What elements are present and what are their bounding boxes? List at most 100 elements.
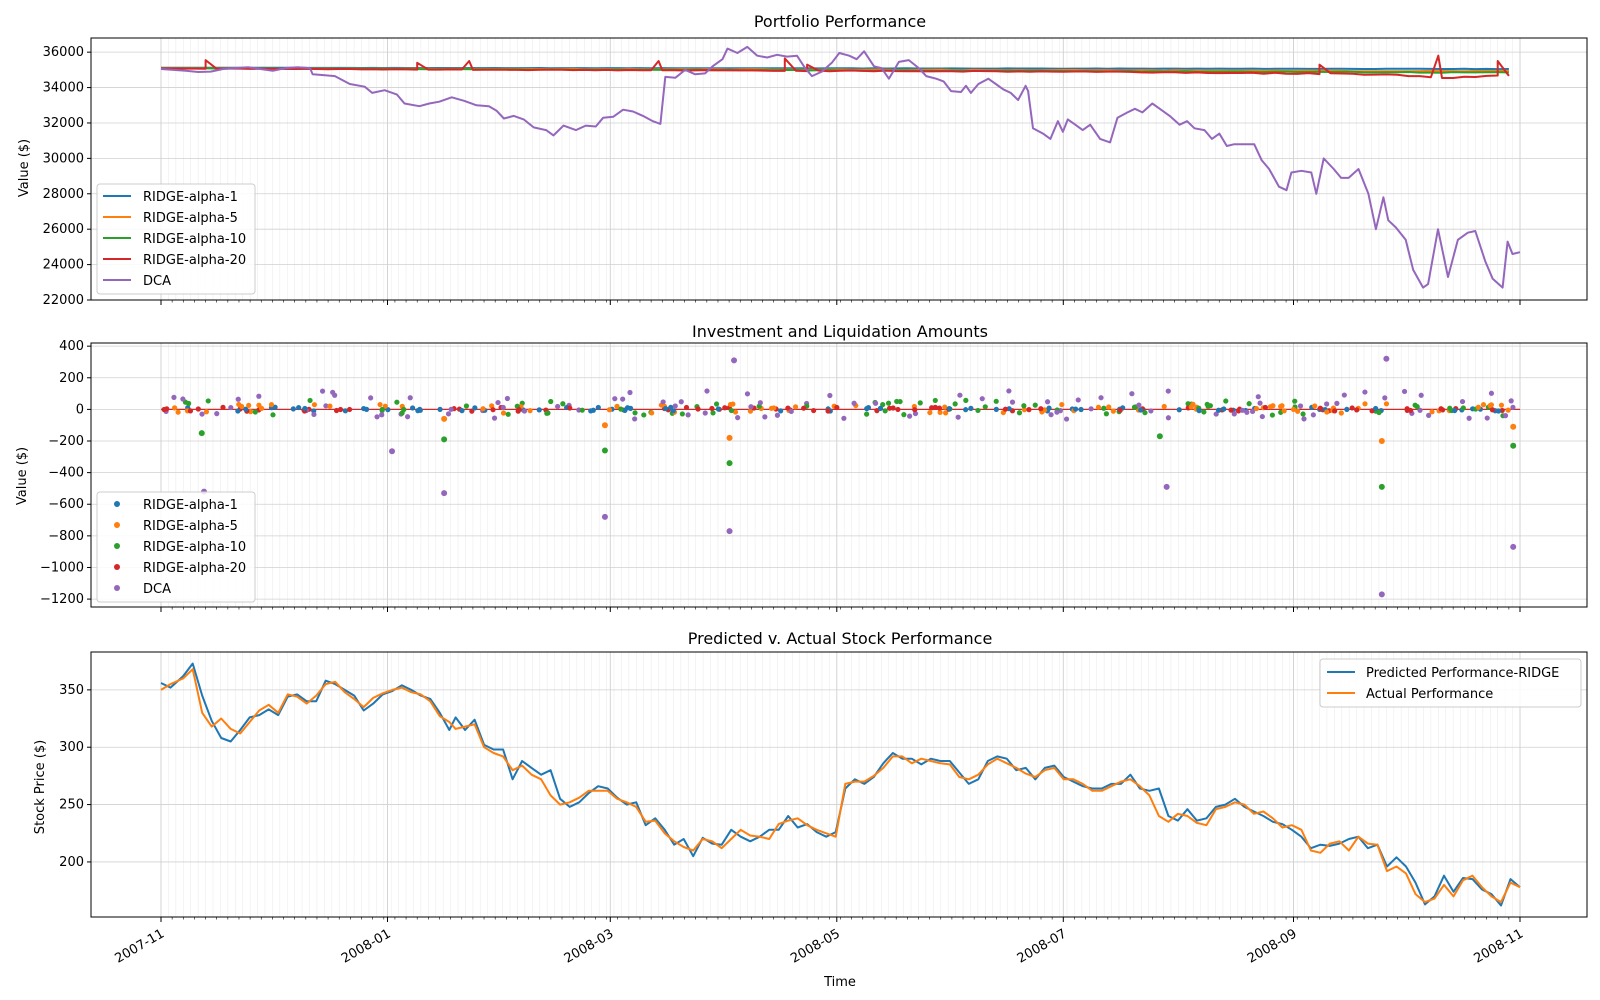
legend-label: DCA	[143, 582, 171, 597]
scatter-point	[1459, 398, 1466, 405]
y-tick-label: 30000	[43, 151, 84, 166]
scatter-point	[912, 410, 919, 417]
x-tick-label: 2008-07	[1015, 926, 1070, 966]
scatter-point	[235, 408, 241, 414]
scatter-point	[1378, 483, 1385, 490]
scatter-point	[394, 399, 400, 405]
chart-title: Investment and Liquidation Amounts	[692, 322, 988, 341]
scatter-point	[1332, 408, 1338, 414]
scatter-point	[1002, 406, 1009, 412]
scatter-point	[728, 407, 735, 414]
scatter-point	[811, 407, 817, 414]
x-tick-label: 2008-05	[788, 926, 843, 966]
scatter-point	[726, 434, 733, 441]
scatter-point	[437, 406, 443, 412]
scatter-point	[323, 403, 329, 409]
y-tick-label: 36000	[43, 45, 84, 60]
scatter-point	[1249, 408, 1256, 415]
scatter-point	[560, 401, 566, 407]
scatter-point	[1246, 401, 1252, 407]
x-tick-label: 2007-11	[112, 926, 167, 966]
scatter-point	[171, 394, 177, 400]
scatter-point	[912, 407, 918, 413]
scatter-point	[778, 408, 784, 414]
scatter-point	[1021, 403, 1027, 409]
scatter-point	[243, 406, 249, 412]
scatter-point	[389, 448, 396, 455]
scatter-point	[441, 415, 448, 422]
scatter-point	[1414, 404, 1420, 410]
scatter-point	[410, 405, 416, 411]
scatter-point	[588, 408, 594, 414]
scatter-point	[1279, 403, 1285, 409]
series-line-predicted	[160, 662, 1521, 907]
legend-label: RIDGE-alpha-1	[143, 190, 238, 205]
y-tick-label: −600	[48, 497, 84, 512]
scatter-point	[1021, 407, 1027, 413]
scatter-point	[272, 404, 278, 410]
scatter-point	[726, 528, 733, 535]
scatter-point	[1502, 413, 1509, 419]
scatter-point	[1063, 416, 1070, 422]
scatter-point	[256, 402, 262, 408]
scatter-point	[851, 400, 857, 406]
scatter-point	[660, 399, 666, 405]
scatter-point	[943, 410, 949, 416]
y-tick-label: 22000	[43, 293, 84, 308]
y-tick-label: 400	[59, 339, 84, 354]
scatter-point	[662, 405, 669, 412]
scatter-point	[975, 407, 981, 414]
scatter-point	[1383, 401, 1390, 407]
scatter-point	[567, 405, 573, 411]
scatter-point	[1295, 408, 1301, 414]
scatter-point	[1382, 395, 1388, 401]
scatter-point	[1488, 390, 1495, 396]
scatter-point	[735, 415, 741, 421]
scatter-point	[239, 403, 245, 410]
scatter-point	[505, 411, 511, 417]
scatter-point	[946, 406, 952, 412]
scatter-point	[957, 392, 963, 398]
scatter-point	[757, 400, 763, 406]
legend-label: Predicted Performance-RIDGE	[1366, 666, 1559, 681]
scatter-point	[161, 406, 167, 413]
scatter-point	[1510, 543, 1517, 550]
scatter-point	[1281, 408, 1287, 414]
y-tick-label: −200	[48, 434, 84, 449]
legend: RIDGE-alpha-1 RIDGE-alpha-5 RIDGE-alpha-10…	[96, 491, 256, 603]
y-tick-label: −1200	[40, 592, 84, 607]
scatter-point	[620, 396, 626, 402]
scatter-point	[1165, 415, 1172, 421]
scatter-point	[1495, 408, 1502, 414]
legend-swatch	[114, 585, 120, 591]
scatter-point	[668, 404, 674, 410]
scatter-point	[187, 408, 194, 414]
chart-title: Predicted v. Actual Stock Performance	[688, 629, 993, 648]
scatter-point	[175, 409, 181, 415]
scatter-point	[747, 408, 754, 414]
scatter-point	[827, 392, 833, 399]
scatter-point	[731, 357, 738, 364]
scatter-point	[1317, 405, 1323, 411]
investment-liquidation-panel: Investment and Liquidation Amounts Value…	[15, 322, 1588, 612]
scatter-point	[1205, 403, 1211, 409]
scatter-point	[346, 406, 353, 413]
scatter-point	[1046, 405, 1052, 411]
scatter-point	[932, 397, 938, 404]
y-tick-label: 26000	[43, 222, 84, 237]
scatter-point	[228, 404, 234, 411]
scatter-point	[979, 396, 985, 402]
scatter-point	[1310, 412, 1316, 418]
scatter-point	[290, 406, 296, 412]
scatter-point	[785, 405, 791, 411]
scatter-point	[730, 401, 736, 407]
scatter-point	[601, 513, 608, 520]
scatter-point	[937, 409, 943, 415]
scatter-point	[1362, 401, 1368, 407]
scatter-point	[917, 400, 923, 406]
scatter-point	[536, 407, 542, 413]
scatter-point	[865, 405, 872, 411]
y-tick-label: 32000	[43, 116, 84, 131]
scatter-point	[825, 408, 831, 414]
x-tick-label: 2008-11	[1471, 926, 1526, 966]
